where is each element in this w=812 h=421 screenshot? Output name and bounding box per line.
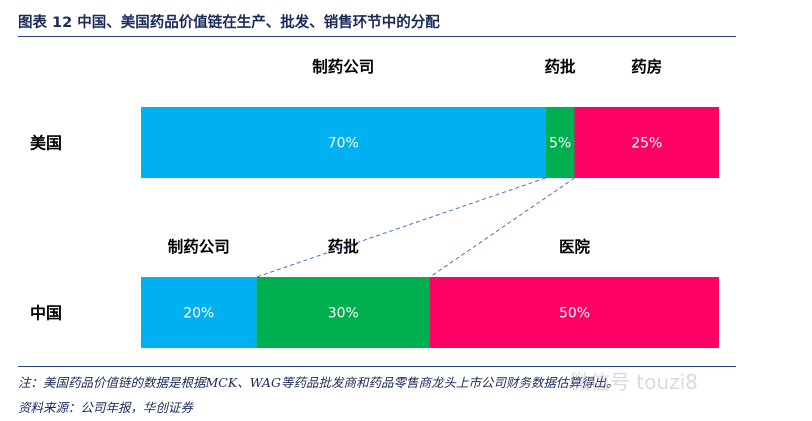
footer-divider	[18, 366, 736, 367]
bar-segment	[574, 107, 719, 178]
row-label: 美国	[30, 134, 62, 153]
bar-segment	[545, 107, 575, 178]
connector-line	[256, 177, 546, 278]
bar-segment	[141, 277, 257, 348]
segment-category-label: 制药公司	[312, 58, 374, 76]
bar-segment	[141, 107, 546, 178]
title-divider	[18, 36, 736, 37]
data-label: 50%	[559, 306, 590, 322]
data-label: 30%	[328, 306, 359, 322]
figure-title: 图表 12 中国、美国药品价值链在生产、批发、销售环节中的分配	[18, 15, 440, 31]
data-label: 5%	[549, 136, 571, 152]
segment-category-label: 药房	[631, 57, 662, 76]
data-label: 70%	[328, 136, 359, 152]
row-label: 中国	[30, 304, 62, 323]
bar-segment	[430, 277, 719, 348]
connector-line	[429, 177, 575, 278]
segment-category-label: 药批	[328, 237, 360, 256]
segment-category-label: 制药公司	[168, 238, 230, 256]
figure-source: 资料来源：公司年报，华创证券	[18, 400, 194, 415]
segment-category-label: 医院	[559, 237, 591, 256]
figure-note: 注：美国药品价值链的数据是根据MCK、WAG等药品批发商和药品零售商龙头上市公司…	[18, 375, 619, 390]
data-label: 20%	[183, 306, 214, 322]
figure-header: 图表 12 中国、美国药品价值链在生产、批发、销售环节中的分配	[0, 0, 812, 38]
segment-category-label: 药批	[545, 57, 577, 76]
bar-segment	[256, 277, 430, 348]
data-label: 25%	[631, 136, 662, 152]
